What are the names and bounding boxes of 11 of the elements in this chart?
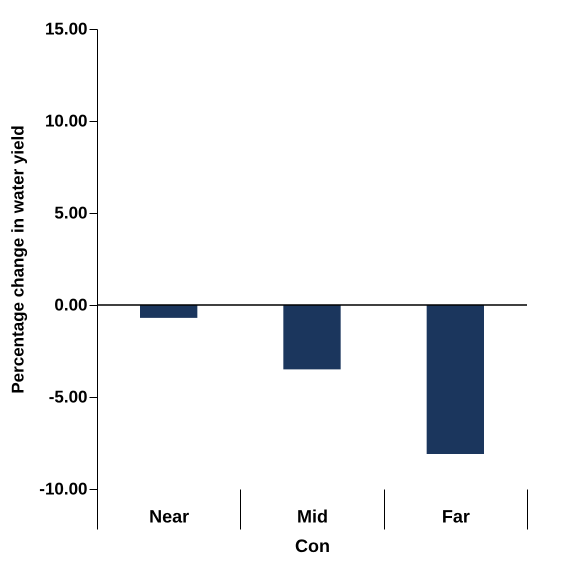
x-tick-label: Mid xyxy=(297,506,328,526)
x-tick-label: Far xyxy=(442,506,470,526)
y-axis-title: Percentage change in water yield xyxy=(8,125,28,394)
x-tick-label: Near xyxy=(149,506,190,526)
y-tick-label: -10.00 xyxy=(39,480,88,498)
y-tick-label: 5.00 xyxy=(54,204,88,222)
x-axis-title: Con xyxy=(295,536,330,556)
y-tick-label: -5.00 xyxy=(48,388,88,406)
y-tick-label: 10.00 xyxy=(44,112,88,130)
y-tick-label: 15.00 xyxy=(44,20,88,38)
y-tick-label: 0.00 xyxy=(54,296,88,314)
